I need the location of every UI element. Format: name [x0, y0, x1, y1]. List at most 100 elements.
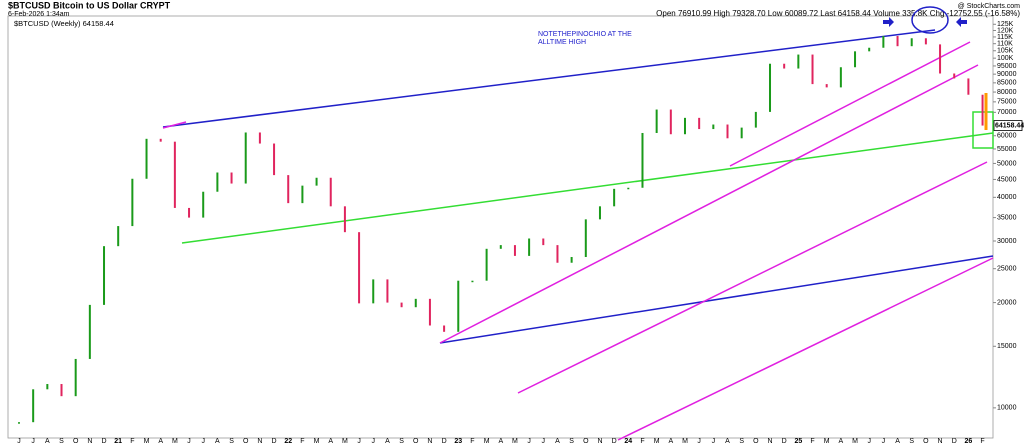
price-bar: [287, 175, 290, 204]
x-tick-label: 22: [284, 438, 292, 445]
price-bar: [358, 232, 361, 304]
x-tick-label: J: [17, 438, 21, 445]
price-bar: [584, 219, 587, 258]
price-bar: [556, 245, 559, 263]
arrow: [883, 17, 894, 27]
price-bar: [46, 384, 49, 390]
price-bar: [613, 188, 616, 207]
x-tick-label: M: [824, 438, 830, 445]
x-tick-label: M: [852, 438, 858, 445]
price-bar: [698, 117, 701, 130]
price-bar: [131, 178, 134, 227]
price-bar: [683, 117, 686, 135]
trendline: [162, 29, 936, 128]
price-bar: [103, 246, 106, 305]
y-tick-label: 80000: [997, 89, 1017, 96]
x-tick-label: F: [810, 438, 814, 445]
x-tick-label: S: [569, 438, 574, 445]
x-tick-label: A: [215, 438, 220, 445]
price-bar: [372, 279, 375, 304]
y-tick-label: 20000: [997, 299, 1017, 306]
price-bar: [273, 143, 276, 176]
y-tick-label: 125K: [997, 21, 1014, 28]
price-bar: [173, 141, 176, 208]
price-bar: [797, 54, 800, 69]
x-tick-label: N: [87, 438, 92, 445]
x-tick-label: M: [342, 438, 348, 445]
x-tick-label: M: [314, 438, 320, 445]
x-tick-label: J: [201, 438, 205, 445]
x-tick-label: O: [243, 438, 249, 445]
annotation: ALLTIME HIGH: [538, 39, 586, 46]
trendline: [181, 132, 994, 244]
price-bar: [967, 78, 970, 95]
price-bar: [769, 63, 772, 112]
y-tick-label: 95000: [997, 63, 1017, 70]
x-tick-label: 25: [794, 438, 802, 445]
x-tick-label: A: [725, 438, 730, 445]
x-tick-label: D: [612, 438, 617, 445]
y-tick-label: 35000: [997, 214, 1017, 221]
price-bar: [627, 187, 630, 190]
price-bar: [315, 177, 318, 186]
x-tick-label: M: [682, 438, 688, 445]
x-tick-label: O: [583, 438, 589, 445]
price-bar: [18, 422, 20, 424]
price-bar: [783, 63, 786, 69]
price-bar: [329, 177, 332, 207]
price-bar: [854, 51, 857, 68]
x-tick-label: D: [782, 438, 787, 445]
price-bar: [598, 206, 601, 220]
x-tick-label: N: [767, 438, 772, 445]
y-tick-label: 50000: [997, 160, 1017, 167]
x-tick-label: M: [172, 438, 178, 445]
x-tick-label: D: [101, 438, 106, 445]
x-tick-label: F: [130, 438, 134, 445]
price-bar: [641, 132, 644, 188]
y-tick-label: 70000: [997, 109, 1017, 116]
price-bar: [939, 44, 942, 74]
price-bar: [400, 302, 403, 308]
price-bar: [88, 304, 91, 359]
y-tick-label: 60000: [997, 133, 1017, 140]
price-bar: [159, 138, 162, 142]
price-bar: [896, 36, 899, 47]
quote: Open 76910.99 High 79328.70 Low 60089.72…: [656, 9, 1020, 18]
y-tick-label: 55000: [997, 146, 1017, 153]
price-bar: [754, 111, 757, 128]
price-bar: [868, 47, 871, 52]
y-tick-label: 10000: [997, 405, 1017, 412]
price-bar: [499, 245, 502, 249]
price-bar: [386, 279, 389, 303]
x-tick-label: J: [372, 438, 376, 445]
y-tick-label: 110K: [997, 41, 1013, 48]
price-bar: [655, 109, 658, 133]
x-tick-label: A: [158, 438, 163, 445]
y-tick-label: 120K: [997, 27, 1014, 34]
x-tick-label: S: [739, 438, 744, 445]
y-tick-label: 100K: [997, 55, 1014, 62]
x-tick-label: J: [542, 438, 546, 445]
x-tick-label: J: [31, 438, 35, 445]
x-tick-label: O: [923, 438, 929, 445]
price-bar: [428, 298, 431, 326]
y-tick-label: 30000: [997, 238, 1017, 245]
arrow: [956, 17, 967, 27]
x-tick-label: O: [413, 438, 419, 445]
trendline: [517, 161, 988, 394]
price-bar: [230, 172, 233, 184]
source: @ StockCharts.com: [958, 3, 1021, 10]
y-tick-label: 90000: [997, 71, 1017, 78]
price-bar: [188, 207, 191, 218]
x-tick-label: D: [442, 438, 447, 445]
x-tick-label: A: [668, 438, 673, 445]
x-tick-label: A: [555, 438, 560, 445]
price-bar: [953, 73, 956, 79]
x-tick-label: S: [229, 438, 234, 445]
last-price-label: 64158.44: [995, 122, 1024, 129]
x-tick-label: D: [952, 438, 957, 445]
x-tick-label: J: [697, 438, 701, 445]
price-bar: [825, 84, 828, 88]
x-tick-label: 26: [964, 438, 972, 445]
x-tick-label: J: [867, 438, 871, 445]
